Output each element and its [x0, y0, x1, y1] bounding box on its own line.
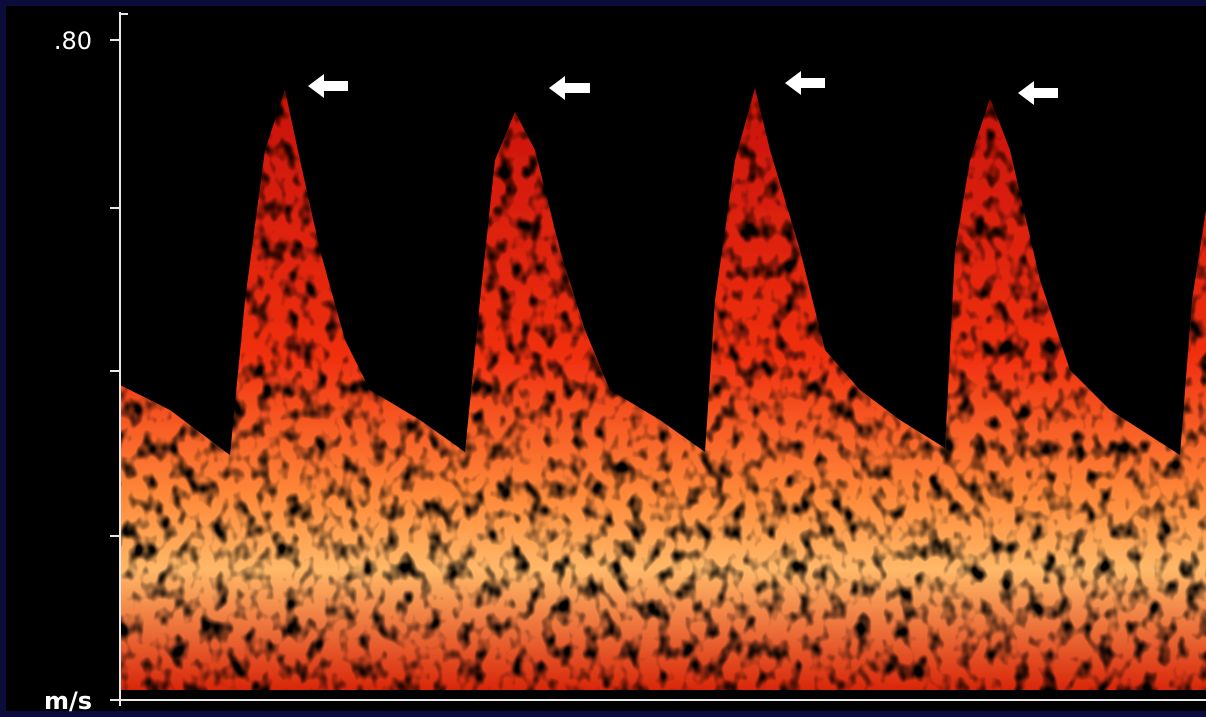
arrow: [549, 76, 590, 100]
velocity-axis: [110, 12, 1206, 706]
arrow: [1018, 81, 1058, 105]
arrow: [785, 71, 825, 95]
peak-markers: [308, 71, 1058, 105]
axis-unit: m/s: [44, 687, 92, 715]
spectral-waveform: [120, 88, 1206, 690]
arrow: [308, 74, 348, 98]
axis-top-label: .80: [54, 27, 92, 55]
